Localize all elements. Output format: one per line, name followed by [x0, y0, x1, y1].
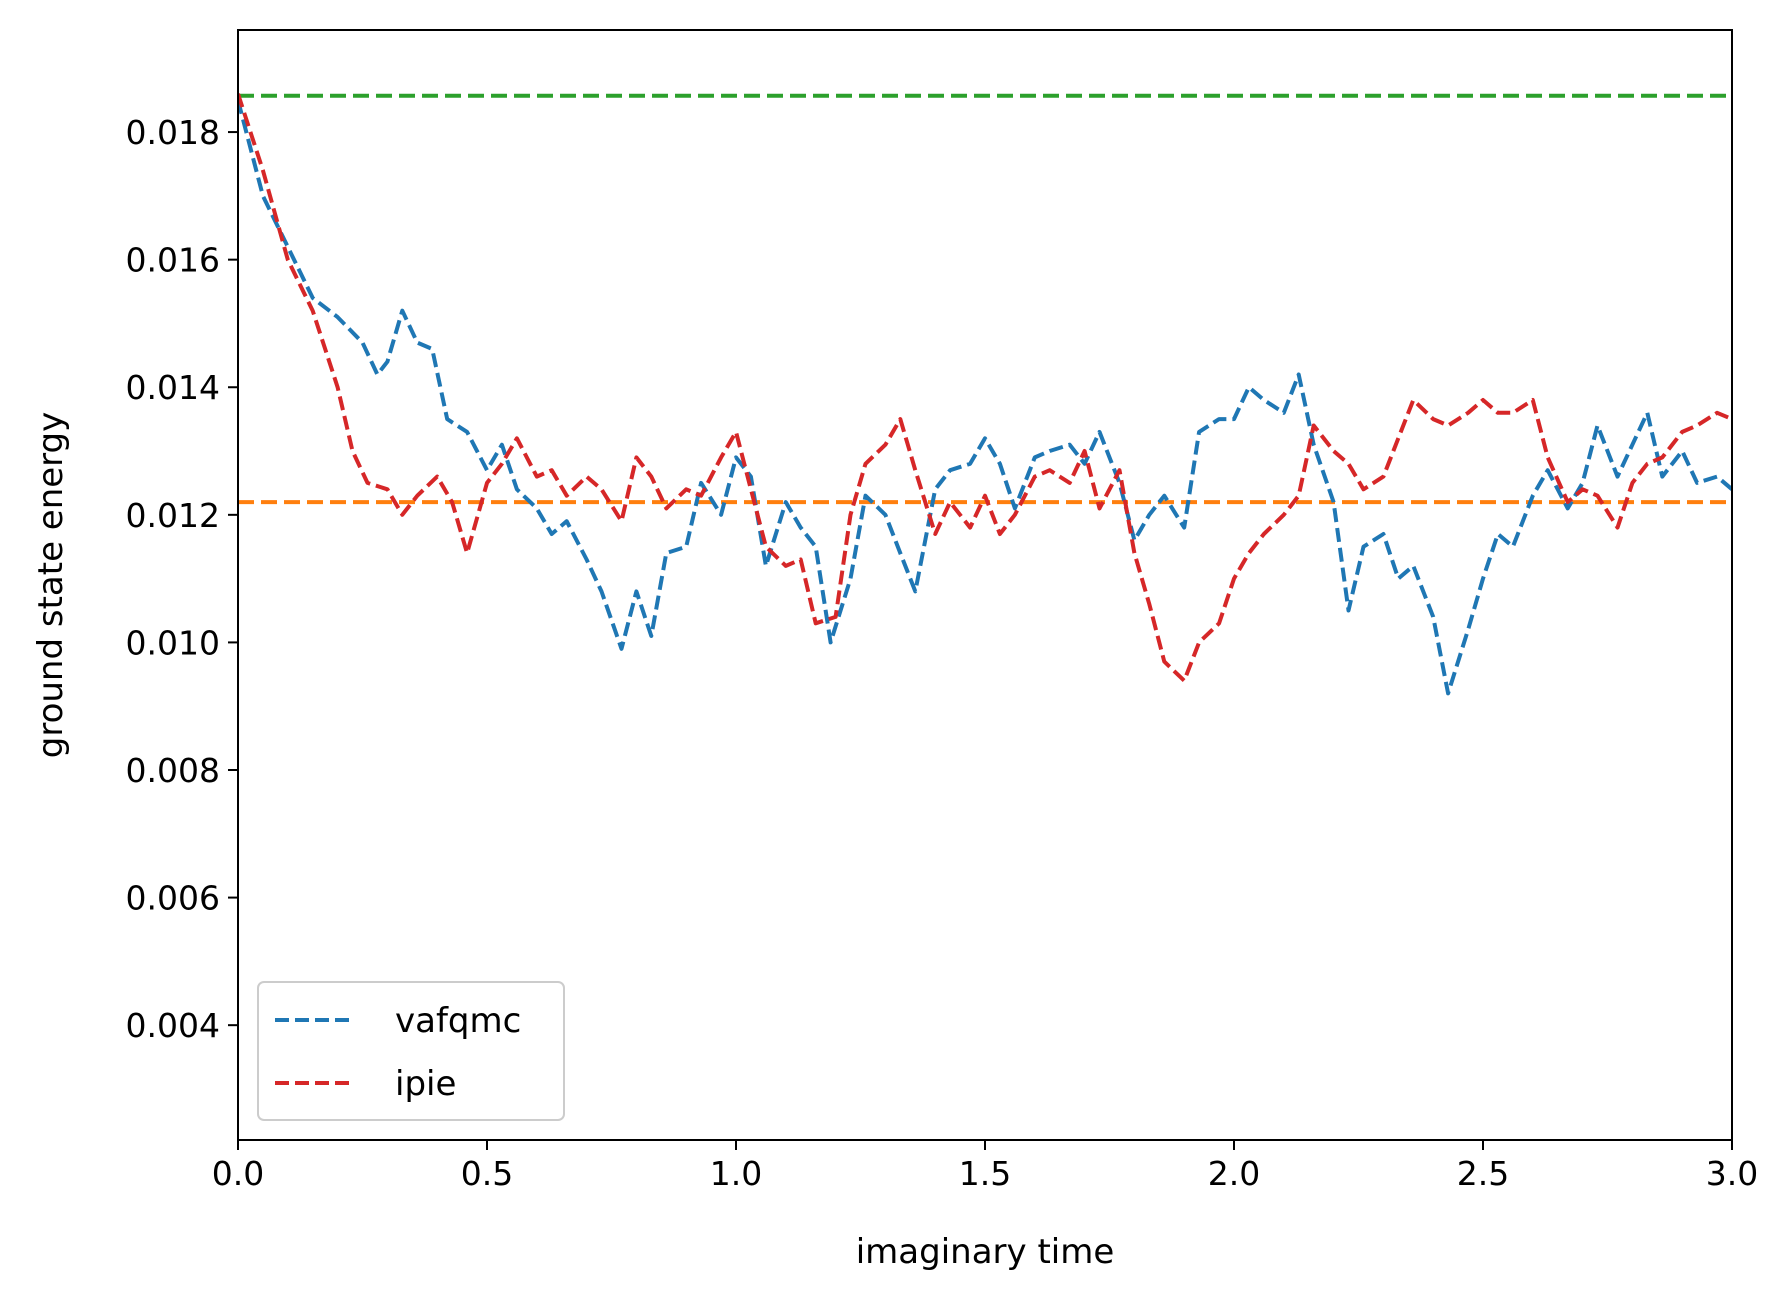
y-tick-label: 0.004 [126, 1006, 220, 1045]
y-tick-label: 0.014 [126, 368, 220, 407]
legend: vafqmc ipie [257, 981, 565, 1121]
x-tick-label: 2.0 [1208, 1154, 1260, 1193]
y-axis: 0.004 0.006 0.008 0.010 0.012 0.014 0.016 0.018 [126, 113, 238, 1045]
x-tick-label: 0.5 [461, 1154, 513, 1193]
series-lines [238, 93, 1732, 696]
reference-lines [238, 93, 1732, 505]
x-tick-label: 2.5 [1457, 1154, 1509, 1193]
y-tick-label: 0.016 [126, 241, 220, 280]
x-tick-label: 3.0 [1706, 1154, 1758, 1193]
series-line-ipie [238, 93, 1732, 683]
y-axis-label: ground state energy [31, 412, 71, 759]
y-tick-label: 0.006 [126, 879, 220, 918]
x-axis-label: imaginary time [856, 1232, 1115, 1272]
legend-box [257, 981, 565, 1121]
y-tick-label: 0.018 [126, 113, 220, 152]
x-tick-label: 0.0 [212, 1154, 264, 1193]
y-tick-label: 0.008 [126, 751, 220, 790]
x-tick-label: 1.0 [710, 1154, 762, 1193]
x-tick-label: 1.5 [959, 1154, 1011, 1193]
x-axis: 0.0 0.5 1.0 1.5 2.0 2.5 3.0 [212, 1140, 1758, 1193]
y-tick-label: 0.010 [126, 623, 220, 662]
legend-label-vafqmc: vafqmc [395, 1001, 521, 1041]
series-line-vafqmc [238, 99, 1732, 696]
y-tick-label: 0.012 [126, 496, 220, 535]
legend-label-ipie: ipie [395, 1064, 456, 1104]
